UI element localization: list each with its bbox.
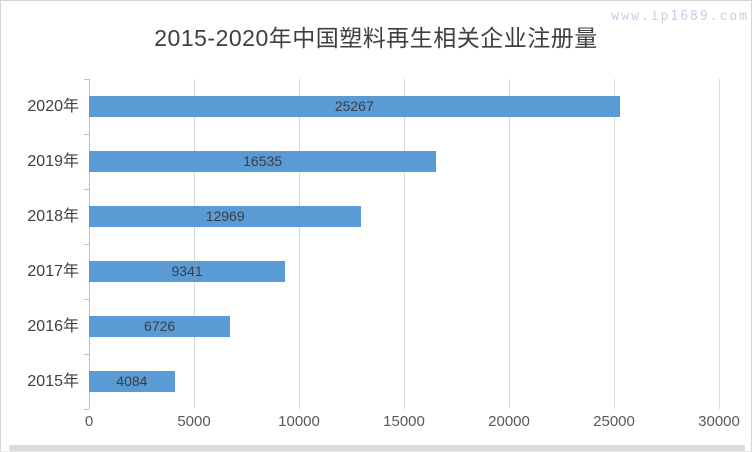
axis-tick bbox=[84, 134, 89, 135]
gridline bbox=[509, 79, 510, 409]
y-axis-labels: 2020年 2019年 2018年 2017年 2016年 2015年 bbox=[1, 79, 81, 409]
category-label: 2016年 bbox=[27, 318, 79, 335]
x-tick-label: 10000 bbox=[278, 413, 320, 430]
bar: 12969 bbox=[89, 206, 362, 227]
bar: 9341 bbox=[89, 261, 286, 282]
axis-tick bbox=[84, 189, 89, 190]
x-axis-labels: 0 5000 10000 15000 20000 25000 30000 bbox=[1, 413, 751, 435]
gridline bbox=[194, 79, 195, 409]
bar: 6726 bbox=[89, 316, 231, 337]
category-label: 2015年 bbox=[27, 373, 79, 390]
bar-value-label: 16535 bbox=[243, 153, 283, 169]
bar: 16535 bbox=[89, 151, 437, 172]
gridline bbox=[404, 79, 405, 409]
category-label: 2019年 bbox=[27, 153, 79, 170]
watermark: www.ip1689.com bbox=[611, 9, 749, 24]
axis-tick bbox=[84, 244, 89, 245]
bar-value-label: 6726 bbox=[144, 318, 176, 334]
axis-tick bbox=[84, 409, 89, 410]
gridline bbox=[299, 79, 300, 409]
bar: 4084 bbox=[89, 371, 175, 392]
gridline bbox=[614, 79, 615, 409]
bar-value-label: 25267 bbox=[334, 98, 374, 114]
bar-value-label: 9341 bbox=[171, 263, 203, 279]
x-tick-label: 20000 bbox=[488, 413, 530, 430]
y-axis-line bbox=[89, 79, 90, 409]
chart-title: 2015-2020年中国塑料再生相关企业注册量 bbox=[154, 25, 598, 51]
bar-value-label: 4084 bbox=[116, 373, 148, 389]
axis-tick bbox=[84, 354, 89, 355]
bar-value-label: 12969 bbox=[205, 208, 245, 224]
gridline bbox=[719, 79, 720, 409]
x-tick-label: 25000 bbox=[593, 413, 635, 430]
plot-area: 25267 16535 12969 9341 6726 4084 bbox=[84, 79, 720, 410]
axis-tick bbox=[84, 79, 89, 80]
window-shadow bbox=[9, 445, 745, 451]
category-label: 2020年 bbox=[27, 98, 79, 115]
bar: 25267 bbox=[89, 96, 620, 117]
x-tick-label: 15000 bbox=[383, 413, 425, 430]
axis-tick bbox=[84, 299, 89, 300]
x-tick-label: 5000 bbox=[177, 413, 211, 430]
x-tick-label: 0 bbox=[84, 413, 94, 430]
x-tick-label: 30000 bbox=[698, 413, 740, 430]
category-label: 2017年 bbox=[27, 263, 79, 280]
category-label: 2018年 bbox=[27, 208, 79, 225]
